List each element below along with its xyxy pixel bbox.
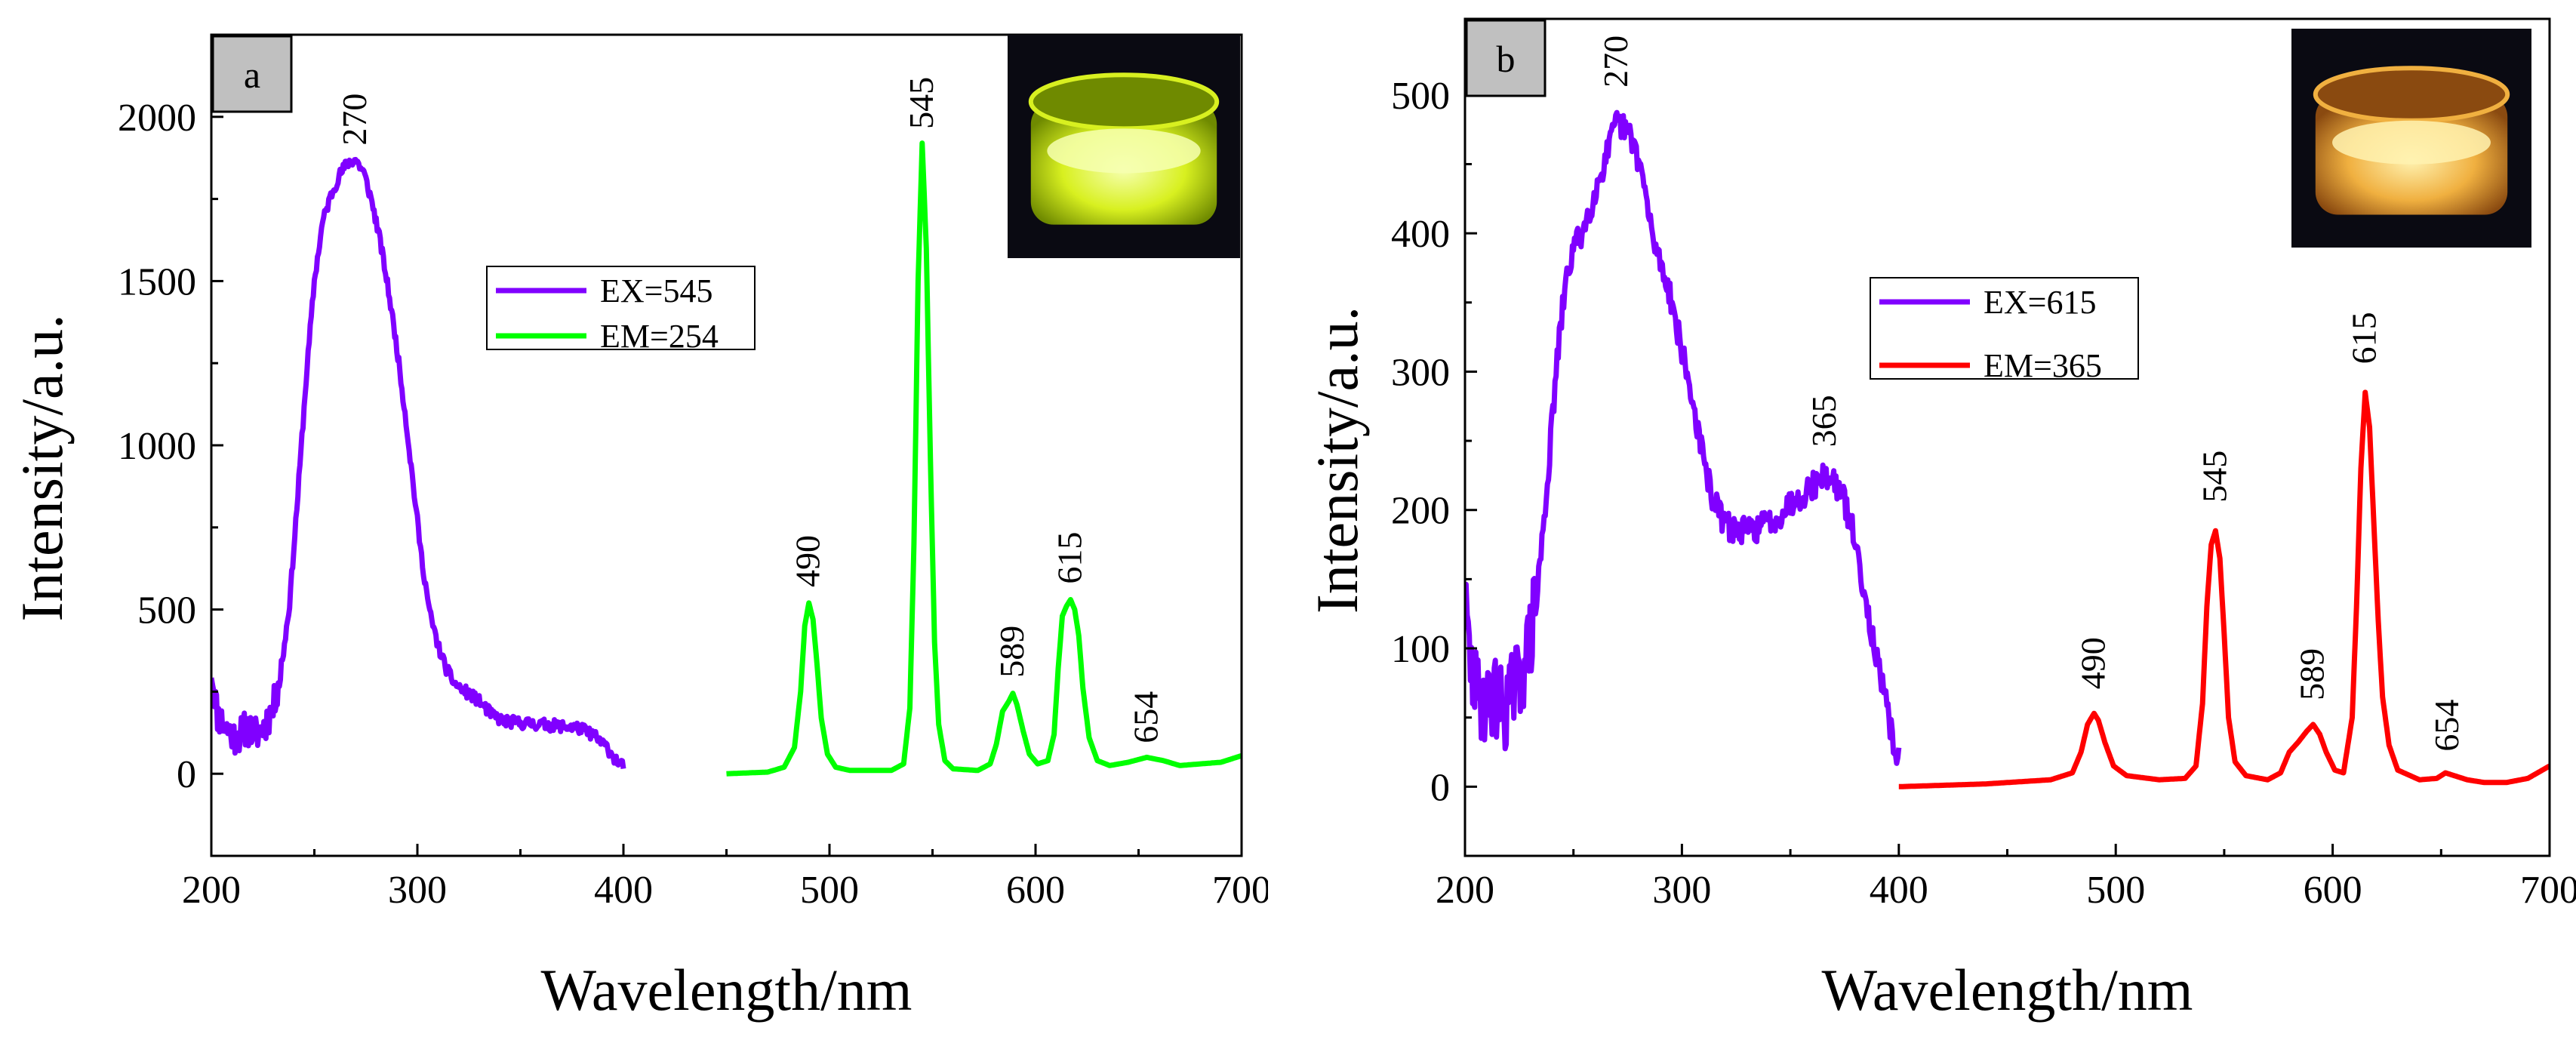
x-axis-title: Wavelength/nm bbox=[541, 957, 913, 1023]
panel-letter-box bbox=[1465, 19, 1547, 97]
series-line-em-254 bbox=[725, 140, 1242, 777]
peak-label: 654 bbox=[1126, 691, 1165, 743]
y-tick-label: 300 bbox=[1391, 351, 1450, 394]
peak-label: 545 bbox=[2195, 451, 2233, 503]
panel-letter: b bbox=[1497, 38, 1516, 80]
chart-b-svg: 200 300 400 500 600 700 0 100 200 300 400 500 Wavele… bbox=[1304, 17, 2576, 1023]
peak-label: 615 bbox=[1050, 532, 1088, 584]
x-tick-label: 400 bbox=[1870, 869, 1928, 912]
peak-label: 490 bbox=[2073, 637, 2112, 689]
peak-label: 490 bbox=[789, 535, 827, 587]
peak-label: 589 bbox=[2293, 648, 2331, 700]
chart-panel-a: 200 300 400 500 600 700 0 500 1000 1500 2000 Wavele… bbox=[0, 0, 1268, 1037]
legend-label: EX=545 bbox=[600, 272, 712, 309]
y-tick-label: 0 bbox=[1430, 766, 1450, 809]
inset-photo bbox=[2291, 29, 2531, 248]
y-tick-label: 200 bbox=[1391, 490, 1450, 533]
x-tick-label: 500 bbox=[800, 869, 859, 912]
x-tick-label: 200 bbox=[182, 869, 241, 912]
y-tick-label: 1500 bbox=[118, 260, 196, 303]
x-tick-label: 700 bbox=[2520, 869, 2576, 912]
peak-label: 270 bbox=[1596, 35, 1635, 88]
peak-label: 545 bbox=[902, 77, 940, 129]
x-axis-title: Wavelength/nm bbox=[1822, 957, 2193, 1023]
y-tick-label: 0 bbox=[177, 753, 196, 796]
x-tick-label: 600 bbox=[1006, 869, 1065, 912]
peak-label: 270 bbox=[335, 94, 374, 146]
peak-label: 589 bbox=[993, 626, 1031, 678]
panel-letter: a bbox=[244, 54, 260, 96]
peak-label: 654 bbox=[2427, 700, 2466, 752]
legend-label: EM=365 bbox=[1984, 347, 2102, 384]
x-tick-label: 300 bbox=[1652, 869, 1711, 912]
series-line-em-365 bbox=[1897, 389, 2550, 789]
vial-powder-surface bbox=[1047, 128, 1201, 174]
x-tick-label: 300 bbox=[388, 869, 447, 912]
inset-photo bbox=[1008, 35, 1240, 258]
legend-label: EX=615 bbox=[1984, 284, 2096, 321]
x-tick-label: 700 bbox=[1212, 869, 1268, 912]
peak-label: 365 bbox=[1805, 395, 1843, 447]
y-tick-label: 400 bbox=[1391, 213, 1450, 256]
peak-label: 615 bbox=[2345, 312, 2384, 364]
x-tick-label: 500 bbox=[2086, 869, 2145, 912]
y-tick-label: 500 bbox=[137, 589, 196, 632]
y-axis-title: Intensity/a.u. bbox=[1304, 306, 1370, 614]
panel-letter-box bbox=[211, 35, 293, 113]
y-tick-label: 100 bbox=[1391, 628, 1450, 671]
series-line-ex-615 bbox=[1465, 109, 1902, 766]
x-tick-label: 600 bbox=[2304, 869, 2362, 912]
y-tick-label: 500 bbox=[1391, 75, 1450, 118]
legend-label: EM=254 bbox=[600, 318, 719, 355]
chart-a-svg: 200 300 400 500 600 700 0 500 1000 1500 2000 Wavele… bbox=[9, 33, 1268, 1023]
legend-box bbox=[1870, 277, 2139, 380]
vial-rim bbox=[1028, 72, 1220, 131]
vial-powder-surface bbox=[2332, 120, 2491, 165]
x-tick-label: 400 bbox=[594, 869, 653, 912]
y-axis-title: Intensity/a.u. bbox=[9, 314, 75, 621]
series-line-ex-545 bbox=[211, 156, 626, 769]
y-tick-label: 1000 bbox=[118, 425, 196, 468]
y-tick-label: 2000 bbox=[118, 97, 196, 140]
vial-rim bbox=[2313, 66, 2510, 123]
chart-panel-b: 200 300 400 500 600 700 0 100 200 300 400 500 Wavele… bbox=[1288, 0, 2576, 1037]
x-tick-label: 200 bbox=[1436, 869, 1494, 912]
